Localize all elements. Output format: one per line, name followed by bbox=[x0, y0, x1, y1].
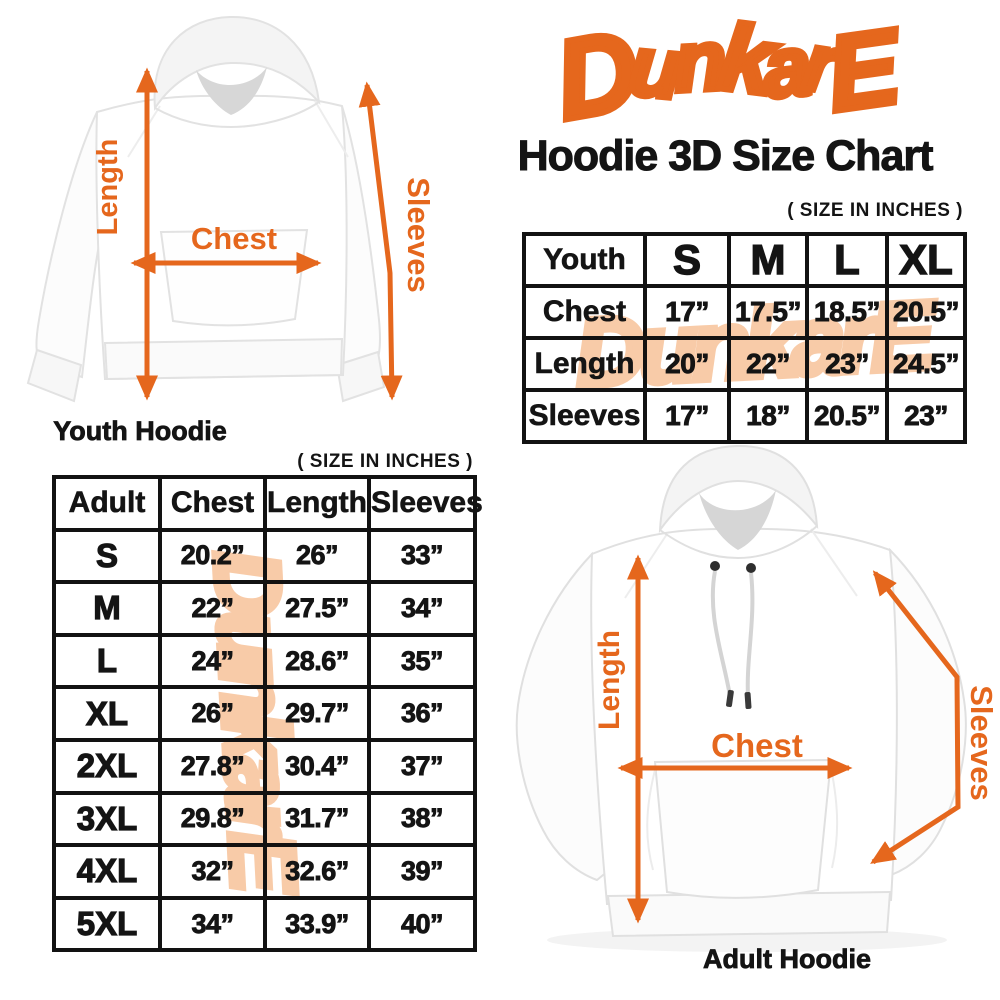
brand-logo-letter: n bbox=[669, 10, 724, 112]
youth-chest-label: Chest bbox=[191, 221, 277, 256]
adult-size-row: 5XL 34” 33.9” 40” bbox=[52, 895, 477, 953]
adult-size-value: 30.4” bbox=[263, 737, 371, 795]
youth-chest-value: 17.5” bbox=[727, 284, 809, 340]
adult-size-value: 26” bbox=[158, 685, 267, 742]
youth-length-value: 22” bbox=[727, 336, 809, 392]
adult-size-value: 33” bbox=[367, 527, 477, 585]
adult-size-label: 4XL bbox=[52, 843, 162, 900]
adult-size-label: S bbox=[52, 527, 162, 585]
adult-col-header: Sleeves bbox=[367, 475, 483, 532]
youth-size-header: XL bbox=[885, 232, 967, 288]
adult-size-value: 40” bbox=[367, 895, 477, 953]
youth-chest-value: 20.5” bbox=[885, 284, 967, 340]
adult-col-header: Length bbox=[263, 475, 371, 532]
adult-size-value: 37” bbox=[367, 737, 477, 795]
adult-table-header-row: Adult Chest Length Sleeves bbox=[52, 475, 483, 532]
page-title: Hoodie 3D Size Chart bbox=[517, 132, 934, 181]
adult-table-corner-cell: Adult bbox=[52, 475, 162, 532]
adult-size-value: 26” bbox=[263, 527, 371, 585]
youth-units-note: ( SIZE IN INCHES ) bbox=[787, 200, 963, 221]
youth-sleeves-value: 23” bbox=[885, 388, 967, 444]
adult-size-value: 35” bbox=[367, 632, 477, 690]
adult-size-label: M bbox=[52, 580, 162, 637]
youth-sleeves-row: Sleeves 17” 18” 20.5” 23” bbox=[522, 388, 967, 444]
youth-chest-row: Chest 17” 17.5” 18.5” 20.5” bbox=[522, 284, 967, 340]
adult-size-row: 2XL 27.8” 30.4” 37” bbox=[52, 737, 477, 795]
adult-size-value: 31.7” bbox=[263, 790, 371, 848]
adult-size-row: M 22” 27.5” 34” bbox=[52, 580, 477, 637]
youth-sleeves-value: 17” bbox=[643, 388, 731, 444]
youth-table-corner-cell: Youth bbox=[522, 232, 647, 288]
adult-units-note: ( SIZE IN INCHES ) bbox=[297, 451, 473, 472]
youth-chest-value: 18.5” bbox=[805, 284, 889, 340]
adult-size-value: 32” bbox=[158, 843, 267, 900]
brand-logo-letter: E bbox=[817, 5, 903, 137]
adult-size-value: 29.7” bbox=[263, 685, 371, 742]
adult-size-value: 27.5” bbox=[263, 580, 371, 637]
adult-size-value: 28.6” bbox=[263, 632, 371, 690]
adult-size-row: 4XL 32” 32.6” 39” bbox=[52, 843, 477, 900]
youth-row-label: Length bbox=[522, 336, 647, 392]
youth-sleeves-arrow bbox=[358, 81, 403, 401]
adult-size-value: 33.9” bbox=[263, 895, 371, 953]
adult-sleeves-arrow bbox=[870, 570, 961, 865]
adult-size-label: 2XL bbox=[52, 737, 162, 795]
adult-size-table: Adult Chest Length Sleeves S 20.2” 26” 3… bbox=[52, 475, 483, 953]
youth-size-header: L bbox=[805, 232, 889, 288]
adult-length-label: Length bbox=[593, 630, 626, 730]
youth-hoodie-illustration bbox=[26, 15, 386, 403]
adult-size-row: L 24” 28.6” 35” bbox=[52, 632, 477, 690]
brand-logo: D u n k a r E bbox=[450, 1, 998, 147]
adult-size-label: 5XL bbox=[52, 895, 162, 953]
adult-size-label: L bbox=[52, 632, 162, 690]
adult-size-value: 27.8” bbox=[158, 737, 267, 795]
youth-sleeves-value: 18” bbox=[727, 388, 809, 444]
adult-size-row: 3XL 29.8” 31.7” 38” bbox=[52, 790, 477, 848]
adult-size-value: 22” bbox=[158, 580, 267, 637]
youth-length-value: 23” bbox=[805, 336, 889, 392]
youth-chest-value: 17” bbox=[643, 284, 731, 340]
adult-size-label: 3XL bbox=[52, 790, 162, 848]
youth-row-label: Chest bbox=[522, 284, 647, 340]
youth-hoodie-caption: Youth Hoodie bbox=[53, 416, 227, 447]
adult-size-value: 29.8” bbox=[158, 790, 267, 848]
youth-length-label: Length bbox=[92, 139, 124, 236]
adult-size-value: 36” bbox=[367, 685, 477, 742]
adult-size-value: 20.2” bbox=[158, 527, 267, 585]
adult-hoodie-caption: Adult Hoodie bbox=[703, 944, 872, 975]
youth-length-value: 20” bbox=[643, 336, 731, 392]
adult-size-value: 32.6” bbox=[263, 843, 371, 900]
youth-sleeves-label: Sleeves bbox=[401, 177, 436, 293]
adult-size-value: 34” bbox=[367, 580, 477, 637]
adult-size-value: 39” bbox=[367, 843, 477, 900]
adult-size-value: 34” bbox=[158, 895, 267, 953]
youth-table-header-row: Youth S M L XL bbox=[522, 232, 967, 288]
adult-col-header: Chest bbox=[158, 475, 267, 532]
adult-hoodie-illustration bbox=[515, 444, 967, 952]
adult-chest-label: Chest bbox=[711, 727, 803, 764]
adult-size-row: XL 26” 29.7” 36” bbox=[52, 685, 477, 742]
adult-size-value: 24” bbox=[158, 632, 267, 690]
youth-size-header: S bbox=[643, 232, 731, 288]
brand-logo-letter: u bbox=[624, 15, 682, 119]
adult-size-value: 38” bbox=[367, 790, 477, 848]
adult-size-row: S 20.2” 26” 33” bbox=[52, 527, 477, 585]
adult-size-label: XL bbox=[52, 685, 162, 742]
youth-length-row: Length 20” 22” 23” 24.5” bbox=[522, 336, 967, 392]
youth-hoodie-diagram: Length Chest Sleeves bbox=[26, 15, 436, 403]
adult-hoodie-diagram: Length Chest Sleeves bbox=[515, 444, 999, 952]
youth-size-table: Youth S M L XL Chest 17” 17.5” 18.5” 20.… bbox=[522, 232, 967, 444]
adult-sleeves-label: Sleeves bbox=[964, 685, 999, 801]
youth-sleeves-value: 20.5” bbox=[805, 388, 889, 444]
youth-size-header: M bbox=[727, 232, 809, 288]
youth-length-value: 24.5” bbox=[885, 336, 967, 392]
youth-row-label: Sleeves bbox=[522, 388, 647, 444]
brand-logo-letter: D bbox=[544, 4, 644, 146]
